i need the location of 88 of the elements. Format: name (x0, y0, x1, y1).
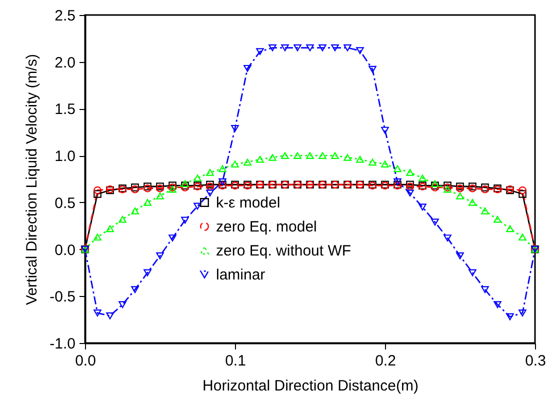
point (206, 190, 214, 197)
point (344, 154, 352, 161)
point (231, 160, 239, 168)
point (481, 207, 489, 214)
legend-label: laminar (216, 266, 266, 284)
y-tick-label: -1.0 (50, 336, 76, 352)
point (494, 301, 502, 308)
point (318, 44, 326, 52)
point (218, 178, 226, 186)
point (394, 178, 402, 186)
x-tick-label: 0.0 (75, 352, 96, 370)
point (231, 124, 239, 132)
point (368, 158, 376, 166)
point (94, 186, 102, 194)
point (218, 165, 226, 172)
y-tick-label: 0.5 (54, 194, 76, 212)
point (181, 216, 189, 224)
point (306, 44, 314, 52)
y-tick-label: -0.5 (50, 288, 76, 306)
point (394, 165, 402, 172)
x-tick-label: 0.1 (225, 352, 246, 370)
point (244, 64, 252, 72)
legend-label: k-ε model (216, 194, 280, 212)
point (144, 198, 152, 206)
y-tick-label: 2.0 (54, 54, 76, 72)
point (168, 234, 176, 242)
point (381, 126, 389, 134)
y-tick-label: 2.5 (54, 8, 76, 24)
point (106, 312, 114, 320)
point (294, 44, 302, 52)
y-axis-title: Vertical Direction Liquid Velocity (m/s) (24, 54, 41, 305)
point (144, 269, 152, 276)
point (281, 152, 289, 160)
point (468, 269, 476, 276)
point (206, 168, 214, 176)
point (268, 44, 276, 52)
point (294, 152, 302, 160)
point (344, 44, 352, 52)
point (518, 234, 526, 241)
point (406, 190, 414, 197)
point (418, 174, 426, 182)
point (94, 234, 102, 241)
point (456, 252, 464, 260)
point (94, 190, 102, 198)
point (194, 202, 202, 210)
x-tick-label: 0.3 (525, 352, 546, 370)
point (118, 216, 126, 223)
y-tick-label: 1.0 (54, 148, 76, 166)
point (431, 218, 439, 226)
point (444, 234, 452, 242)
point (368, 66, 376, 73)
point (418, 204, 426, 211)
point (356, 156, 364, 163)
point (518, 190, 526, 198)
point (156, 252, 164, 260)
point (106, 225, 114, 232)
point (244, 158, 252, 166)
point (381, 160, 389, 168)
point (306, 152, 314, 160)
point (406, 168, 414, 176)
point (131, 286, 139, 294)
point (318, 152, 326, 160)
point (518, 310, 526, 316)
y-tick-label: 1.5 (54, 101, 76, 118)
point (194, 174, 202, 182)
point (331, 152, 339, 160)
point (156, 192, 164, 200)
point (518, 186, 526, 194)
point (131, 207, 139, 214)
point (268, 154, 276, 161)
point (118, 301, 126, 308)
x-tick-label: 0.2 (375, 352, 396, 370)
point (256, 156, 264, 163)
point (356, 47, 364, 54)
point (481, 286, 489, 294)
legend-label: zero Eq. without WF (216, 242, 352, 260)
point (94, 310, 102, 316)
point (256, 48, 264, 56)
legend-label: zero Eq. model (216, 218, 317, 236)
point (494, 216, 502, 223)
x-axis-title: Horizontal Direction Distance(m) (202, 378, 418, 394)
point (506, 313, 514, 320)
point (456, 192, 464, 200)
point (468, 198, 476, 206)
point (281, 44, 289, 52)
y-tick-label: 0.0 (54, 242, 76, 259)
point (331, 44, 339, 52)
point (506, 225, 514, 232)
